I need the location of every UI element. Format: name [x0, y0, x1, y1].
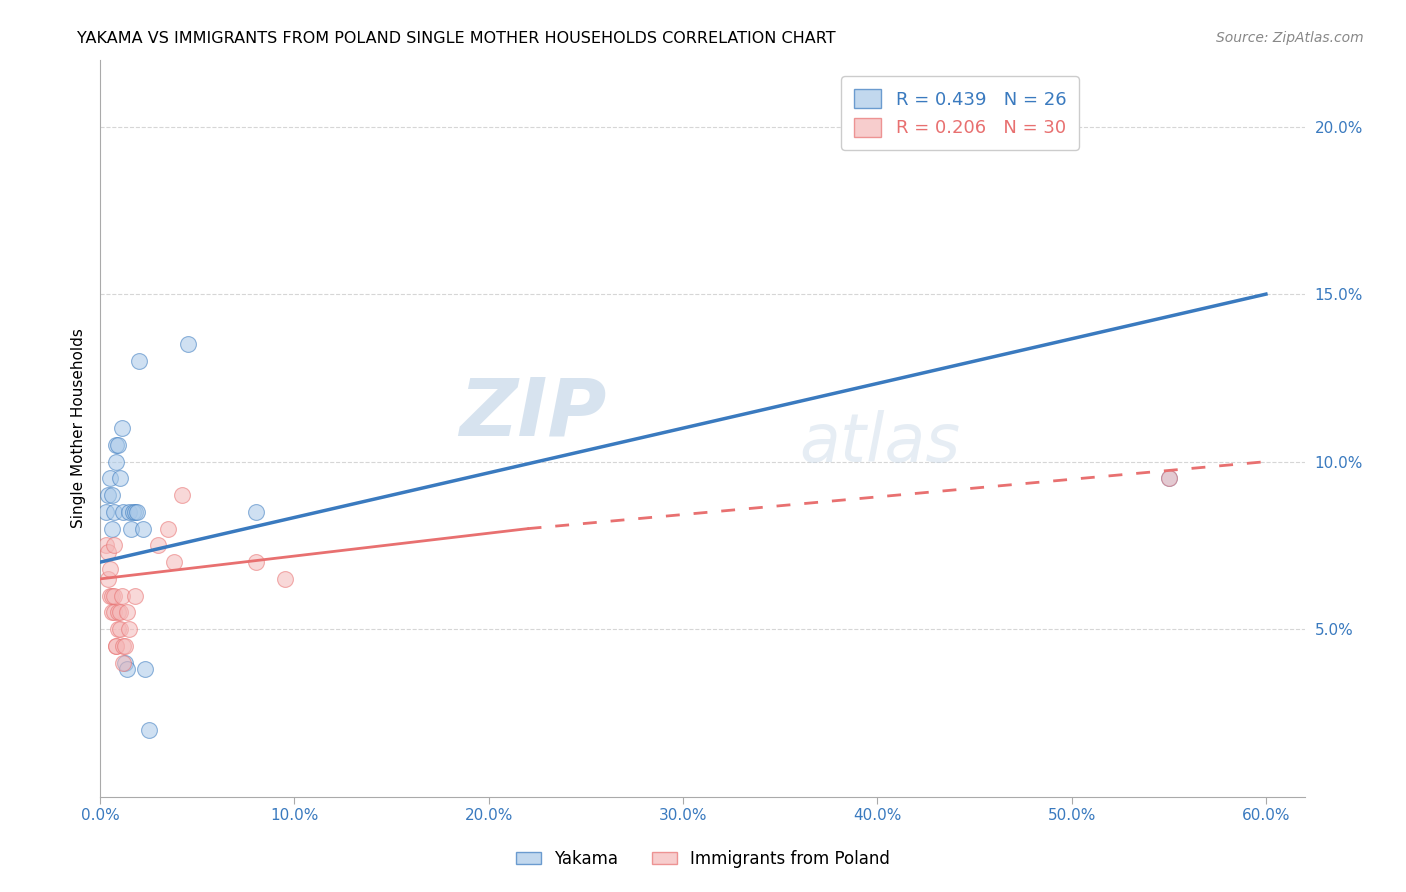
Point	[104, 438, 127, 452]
Point	[103, 606, 125, 620]
Point	[104, 455, 127, 469]
Point	[170, 488, 193, 502]
Legend: R = 0.439   N = 26, R = 0.206   N = 30: R = 0.439 N = 26, R = 0.206 N = 30	[841, 76, 1078, 150]
Point	[176, 337, 198, 351]
Point	[101, 522, 124, 536]
Point	[94, 505, 117, 519]
Text: atlas: atlas	[799, 410, 960, 475]
Point	[108, 471, 131, 485]
Point	[98, 589, 121, 603]
Point	[104, 639, 127, 653]
Point	[112, 505, 135, 519]
Point	[101, 488, 124, 502]
Point	[245, 555, 267, 569]
Point	[117, 662, 139, 676]
Point	[97, 545, 120, 559]
Point	[103, 589, 125, 603]
Point	[98, 471, 121, 485]
Point	[120, 522, 142, 536]
Point	[103, 538, 125, 552]
Text: Source: ZipAtlas.com: Source: ZipAtlas.com	[1216, 31, 1364, 45]
Point	[1157, 471, 1180, 485]
Point	[114, 639, 136, 653]
Point	[138, 723, 160, 737]
Point	[124, 505, 146, 519]
Point	[157, 522, 180, 536]
Point	[103, 505, 125, 519]
Point	[94, 538, 117, 552]
Point	[108, 606, 131, 620]
Point	[98, 562, 121, 576]
Point	[114, 656, 136, 670]
Point	[125, 505, 148, 519]
Point	[128, 354, 150, 368]
Point	[101, 606, 124, 620]
Point	[97, 488, 120, 502]
Point	[122, 505, 145, 519]
Point	[245, 505, 267, 519]
Point	[132, 522, 155, 536]
Point	[273, 572, 295, 586]
Text: YAKAMA VS IMMIGRANTS FROM POLAND SINGLE MOTHER HOUSEHOLDS CORRELATION CHART: YAKAMA VS IMMIGRANTS FROM POLAND SINGLE …	[77, 31, 837, 46]
Point	[134, 662, 156, 676]
Point	[163, 555, 186, 569]
Point	[110, 589, 132, 603]
Point	[110, 421, 132, 435]
Point	[117, 606, 139, 620]
Point	[107, 606, 129, 620]
Point	[104, 639, 127, 653]
Point	[118, 505, 141, 519]
Point	[107, 622, 129, 636]
Point	[124, 589, 146, 603]
Point	[101, 589, 124, 603]
Point	[107, 438, 129, 452]
Point	[1157, 471, 1180, 485]
Y-axis label: Single Mother Households: Single Mother Households	[72, 328, 86, 528]
Legend: Yakama, Immigrants from Poland: Yakama, Immigrants from Poland	[509, 844, 897, 875]
Point	[97, 572, 120, 586]
Point	[148, 538, 170, 552]
Point	[108, 622, 131, 636]
Point	[118, 622, 141, 636]
Text: ZIP: ZIP	[458, 375, 606, 452]
Point	[112, 639, 135, 653]
Point	[112, 656, 135, 670]
